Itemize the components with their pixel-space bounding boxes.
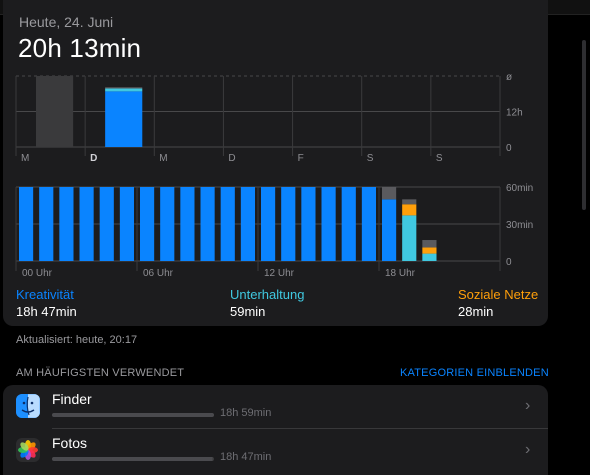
hourly-bar-segment[interactable] xyxy=(180,187,195,261)
updated-timestamp: Aktualisiert: heute, 20:17 xyxy=(16,334,138,346)
hourly-bar-segment[interactable] xyxy=(281,187,296,261)
app-name: Fotos xyxy=(52,435,88,451)
hourly-x-label: 00 Uhr xyxy=(22,268,53,279)
hourly-x-label: 06 Uhr xyxy=(143,268,174,279)
weekly-day-label: M xyxy=(159,153,167,164)
most-used-list: Finder 18h 59min › Fotos 18h 47min › xyxy=(3,385,548,475)
hourly-x-label: 18 Uhr xyxy=(385,268,416,279)
chevron-right-icon: › xyxy=(525,441,531,458)
weekly-y-tick: 12h xyxy=(506,108,523,119)
scrollbar[interactable] xyxy=(582,40,586,210)
weekly-day-label: S xyxy=(367,153,374,164)
hourly-bar-segment[interactable] xyxy=(200,187,215,261)
category-creativity-value: 18h 47min xyxy=(16,304,77,319)
hourly-bar-segment[interactable] xyxy=(402,199,417,205)
app-usage-bar xyxy=(52,413,214,417)
hourly-bar-segment[interactable] xyxy=(422,240,437,248)
category-entertainment-label: Unterhaltung xyxy=(230,287,305,302)
hourly-y-tick: 60min xyxy=(506,183,533,194)
hourly-bar-segment[interactable] xyxy=(59,187,74,261)
chevron-right-icon: › xyxy=(525,397,531,414)
hourly-x-label: 12 Uhr xyxy=(264,268,295,279)
hourly-bar-segment[interactable] xyxy=(382,199,397,261)
weekly-usage-chart[interactable]: ø 12h 0 M D M D F S S xyxy=(3,60,548,230)
weekly-day-label: D xyxy=(228,153,235,164)
hourly-y-tick: 30min xyxy=(506,220,533,231)
usage-summary-card: Heute, 24. Juni 20h 13min ø 12h 0 M D M D F S S 6… xyxy=(3,0,548,326)
hourly-bar-segment[interactable] xyxy=(140,187,155,261)
hourly-bar-segment[interactable] xyxy=(99,187,114,261)
category-entertainment-value: 59min xyxy=(230,304,266,319)
hourly-bar-segment[interactable] xyxy=(341,187,356,261)
hourly-bar-segment[interactable] xyxy=(240,187,255,261)
app-duration: 18h 47min xyxy=(220,451,272,463)
hourly-bar-segment[interactable] xyxy=(220,187,235,261)
category-social-value: 28min xyxy=(458,304,494,319)
hourly-bar-segment[interactable] xyxy=(79,187,94,261)
hourly-bar-segment[interactable] xyxy=(301,187,316,261)
photos-icon xyxy=(16,438,40,462)
hourly-bar-segment[interactable] xyxy=(321,187,336,261)
weekly-day-label: M xyxy=(21,153,29,164)
row-divider xyxy=(52,428,548,429)
category-creativity-label: Kreativität xyxy=(16,287,74,302)
hourly-bar-segment[interactable] xyxy=(422,247,437,254)
hourly-usage-chart[interactable]: 60min 30min 0 00 Uhr 06 Uhr 12 Uhr 18 Uhr xyxy=(3,180,548,280)
weekly-bar-segment[interactable] xyxy=(105,88,143,92)
hourly-bar-segment[interactable] xyxy=(39,187,54,261)
hourly-bar-segment[interactable] xyxy=(382,187,397,200)
weekly-y-tick: 0 xyxy=(506,143,512,154)
app-duration: 18h 59min xyxy=(220,407,272,419)
category-social-label: Soziale Netze xyxy=(458,287,539,302)
weekly-bar-segment[interactable] xyxy=(105,87,143,89)
weekly-y-tick: ø xyxy=(506,72,512,83)
hourly-bar-segment[interactable] xyxy=(19,187,34,261)
finder-icon xyxy=(16,394,40,418)
app-usage-bar xyxy=(52,457,214,461)
most-used-heading: AM HÄUFIGSTEN VERWENDET xyxy=(16,367,185,379)
weekly-day-label: D xyxy=(90,153,97,164)
total-screen-time: 20h 13min xyxy=(18,33,142,63)
weekly-bar-segment[interactable] xyxy=(105,91,143,147)
hourly-bar-segment[interactable] xyxy=(361,187,376,261)
date-label: Heute, 24. Juni xyxy=(19,14,114,30)
app-row-photos[interactable]: Fotos 18h 47min › xyxy=(3,429,548,473)
hourly-bar-segment[interactable] xyxy=(422,253,437,261)
hourly-bar-segment[interactable] xyxy=(160,187,175,261)
hourly-bar-segment[interactable] xyxy=(402,215,417,261)
app-name: Finder xyxy=(52,391,92,407)
hourly-bar-segment[interactable] xyxy=(261,187,276,261)
weekly-bar-segment[interactable] xyxy=(36,76,74,147)
show-categories-button[interactable]: KATEGORIEN EINBLENDEN xyxy=(400,367,549,379)
app-row-finder[interactable]: Finder 18h 59min › xyxy=(3,385,548,429)
weekly-day-label: S xyxy=(436,153,443,164)
hourly-bar-segment[interactable] xyxy=(402,204,417,216)
weekly-day-label: F xyxy=(298,153,304,164)
hourly-bar-segment[interactable] xyxy=(119,187,134,261)
hourly-y-tick: 0 xyxy=(506,257,512,268)
